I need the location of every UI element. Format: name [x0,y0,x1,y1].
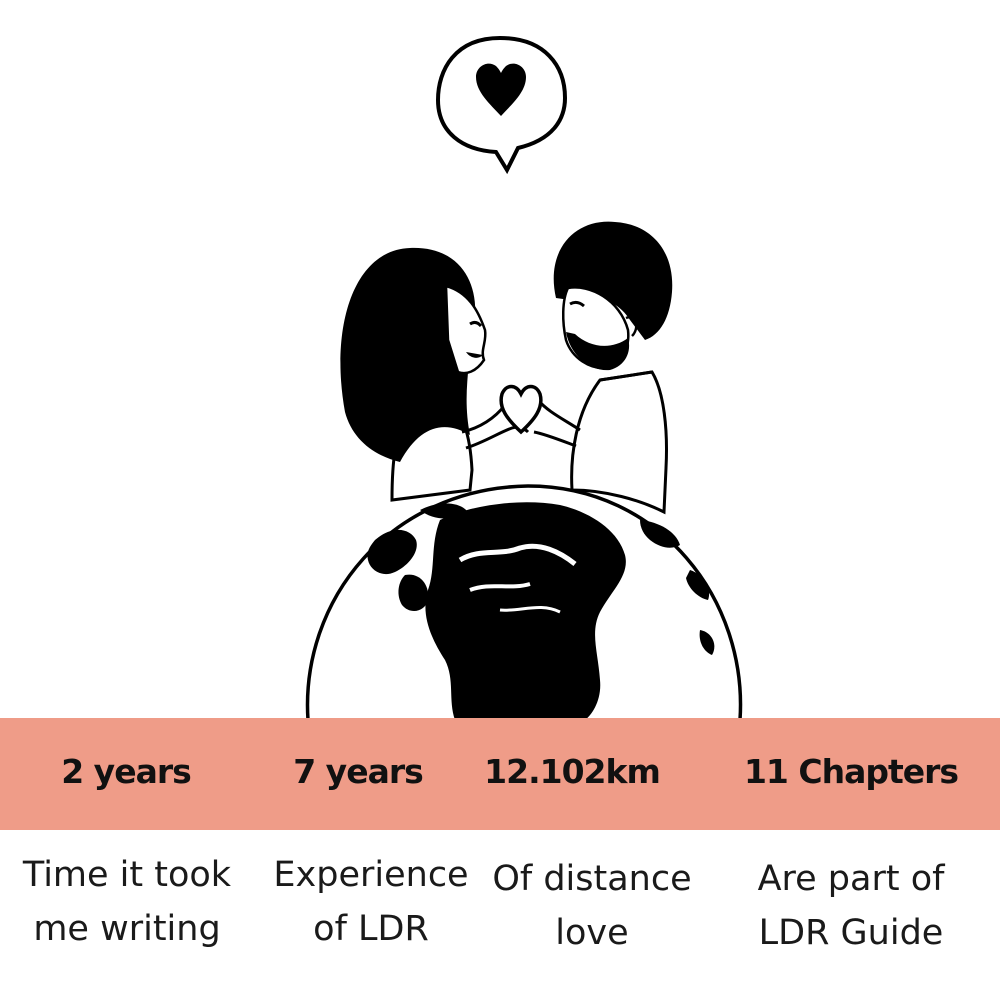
stat-caption-chapters: Are part of LDR Guide [738,852,964,960]
stat-value-ldr-experience: 7 years [293,752,424,791]
stat-value-chapters: 11 Chapters [743,752,959,791]
stat-value-distance: 12.102km [484,752,661,791]
globe-icon [305,484,743,720]
stat-caption-distance-line2: love [555,913,629,953]
stat-caption-ldr-experience-line1: Experience [273,855,469,895]
stat-caption-chapters-line1: Are part of [757,859,945,899]
stats-band [0,718,1000,830]
speech-bubble-heart-icon [435,35,568,175]
stat-caption-writing-time-line2: me writing [33,909,221,949]
illustration [305,35,743,720]
stats-band-background [0,718,1000,830]
stat-caption-writing-time: Time it took me writing [2,848,252,956]
stat-caption-distance-line1: Of distance [492,859,692,899]
stat-caption-distance: Of distance love [482,852,702,960]
stat-value-writing-time: 2 years [61,752,192,791]
stat-caption-writing-time-line1: Time it took [22,855,232,895]
stat-caption-chapters-line2: LDR Guide [758,913,944,953]
stat-caption-ldr-experience: Experience of LDR [262,848,480,956]
stat-caption-ldr-experience-line2: of LDR [313,909,429,949]
couple-hand-heart-icon [340,221,673,515]
